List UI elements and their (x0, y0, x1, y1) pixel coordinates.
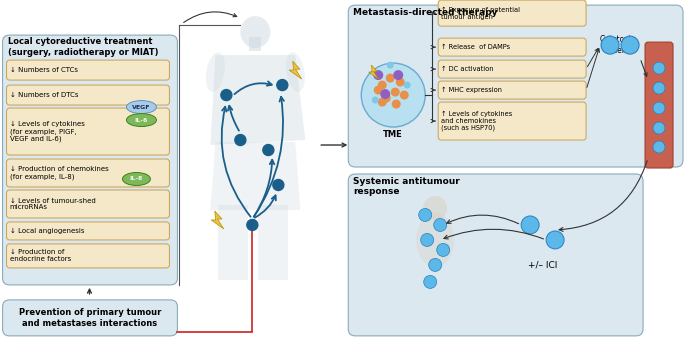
Circle shape (546, 231, 564, 249)
Circle shape (521, 216, 539, 234)
FancyBboxPatch shape (645, 42, 673, 168)
Text: ↓ Levels of cytokines
(for example, PlGF,
VEGF and IL-6): ↓ Levels of cytokines (for example, PlGF… (10, 121, 84, 142)
Text: ↓ Numbers of CTCs: ↓ Numbers of CTCs (10, 67, 77, 73)
Ellipse shape (416, 212, 454, 268)
Text: ↑ Levels of cytokines
and chemokines
(such as HSP70): ↑ Levels of cytokines and chemokines (su… (441, 111, 512, 131)
Circle shape (373, 70, 383, 80)
FancyBboxPatch shape (7, 159, 169, 187)
Circle shape (372, 97, 379, 104)
Polygon shape (369, 65, 378, 79)
Text: Systemic antitumour
response: Systemic antitumour response (353, 177, 460, 197)
Circle shape (653, 62, 665, 74)
Circle shape (653, 141, 665, 153)
Circle shape (403, 82, 411, 88)
FancyBboxPatch shape (3, 300, 177, 336)
Circle shape (380, 89, 390, 99)
Text: ↓ Production of chemokines
(for example, IL-8): ↓ Production of chemokines (for example,… (10, 166, 108, 180)
FancyBboxPatch shape (438, 102, 586, 140)
Text: +/– ICI: +/– ICI (528, 260, 558, 269)
Ellipse shape (127, 101, 156, 114)
Circle shape (263, 144, 274, 155)
FancyBboxPatch shape (438, 60, 586, 78)
Ellipse shape (123, 172, 151, 186)
Circle shape (247, 219, 258, 231)
Circle shape (273, 180, 284, 190)
Circle shape (434, 219, 447, 232)
Text: ↓ Production of
endocrine factors: ↓ Production of endocrine factors (10, 250, 71, 262)
FancyBboxPatch shape (7, 60, 169, 80)
Circle shape (387, 62, 394, 69)
FancyBboxPatch shape (3, 35, 177, 285)
Circle shape (419, 208, 432, 221)
Circle shape (653, 122, 665, 134)
Circle shape (390, 88, 400, 97)
FancyBboxPatch shape (348, 174, 643, 336)
Circle shape (424, 275, 437, 288)
Circle shape (396, 78, 405, 87)
Bar (249, 37, 262, 51)
Circle shape (653, 102, 665, 114)
Circle shape (386, 73, 395, 83)
Text: Metastasis-directed therapy: Metastasis-directed therapy (353, 8, 498, 17)
Ellipse shape (206, 52, 225, 92)
Text: ↑ Exposure of potential
tumour antigen: ↑ Exposure of potential tumour antigen (441, 6, 520, 20)
Circle shape (601, 36, 619, 54)
Circle shape (382, 94, 390, 103)
Text: ↑ DC activation: ↑ DC activation (441, 66, 494, 72)
Text: ↓ Levels of tumour-shed
microRNAs: ↓ Levels of tumour-shed microRNAs (10, 198, 95, 210)
Text: TME: TME (384, 130, 403, 139)
Polygon shape (210, 142, 300, 210)
Circle shape (377, 98, 387, 106)
FancyBboxPatch shape (7, 222, 169, 240)
Circle shape (235, 135, 246, 146)
Text: Prevention of primary tumour
and metastases interactions: Prevention of primary tumour and metasta… (18, 308, 161, 327)
Circle shape (361, 63, 425, 127)
FancyBboxPatch shape (438, 81, 586, 99)
Text: ↑ Release  of DAMPs: ↑ Release of DAMPs (441, 44, 510, 50)
Text: Local cytoreductive treatment
(surgery, radiotherapy or MIAT): Local cytoreductive treatment (surgery, … (8, 37, 158, 57)
Circle shape (221, 89, 232, 101)
Bar (219, 205, 249, 280)
Polygon shape (211, 211, 224, 229)
Circle shape (277, 80, 288, 90)
Circle shape (374, 86, 383, 95)
FancyBboxPatch shape (348, 5, 683, 167)
Text: ↑ MHC expression: ↑ MHC expression (441, 87, 502, 93)
FancyBboxPatch shape (7, 85, 169, 105)
Text: ↓ Local angiogenesis: ↓ Local angiogenesis (10, 228, 84, 234)
FancyBboxPatch shape (438, 0, 586, 26)
Circle shape (392, 100, 401, 108)
Ellipse shape (240, 16, 271, 48)
Circle shape (400, 90, 409, 100)
FancyBboxPatch shape (438, 38, 586, 56)
Text: Cytotoxic
T cells: Cytotoxic T cells (600, 35, 636, 54)
FancyBboxPatch shape (7, 190, 169, 218)
Text: IL-8: IL-8 (129, 176, 143, 182)
Bar (258, 205, 288, 280)
Circle shape (393, 70, 403, 80)
FancyBboxPatch shape (7, 244, 169, 268)
Circle shape (653, 82, 665, 94)
Polygon shape (289, 61, 301, 79)
Ellipse shape (286, 52, 305, 92)
Circle shape (423, 196, 447, 220)
Text: IL-6: IL-6 (135, 118, 148, 122)
Circle shape (621, 36, 639, 54)
Circle shape (429, 258, 442, 271)
Circle shape (437, 243, 449, 256)
Circle shape (377, 81, 387, 89)
Polygon shape (210, 55, 306, 145)
Circle shape (421, 234, 434, 246)
Text: VEGF: VEGF (132, 105, 151, 109)
Text: ↓ Numbers of DTCs: ↓ Numbers of DTCs (10, 92, 78, 98)
Ellipse shape (127, 114, 156, 126)
FancyBboxPatch shape (7, 108, 169, 155)
